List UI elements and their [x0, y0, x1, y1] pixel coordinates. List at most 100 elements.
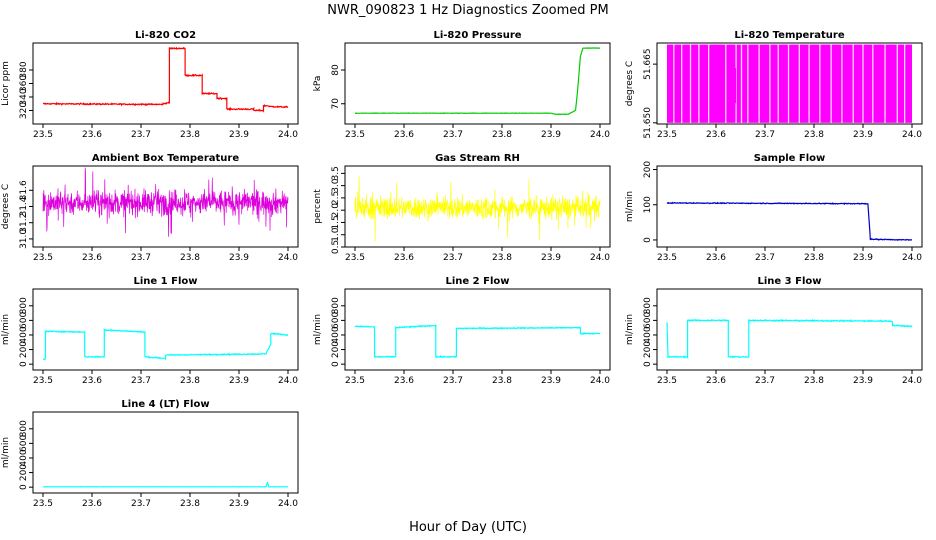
y-tick-label: 1.5 [331, 215, 341, 229]
data-series-line [42, 327, 289, 361]
y-tick-label: 600 [331, 312, 341, 329]
y-tick-label: 400 [331, 326, 341, 343]
y-tick-label: 3.5 [331, 166, 341, 180]
y-tick-label: 31.6 [19, 180, 29, 200]
y-tick-label: 0.5 [331, 240, 341, 254]
y-tick-label: 340 [19, 88, 29, 105]
y-tick-label: 2.0 [331, 203, 341, 218]
plot-frame [32, 288, 299, 371]
x-tick-label: 24.0 [278, 130, 298, 140]
figure-x-axis-label: Hour of Day (UTC) [409, 520, 527, 535]
x-tick-label: 23.6 [82, 499, 102, 509]
x-tick-label: 23.8 [804, 130, 824, 140]
panel-title: Li-820 Pressure [433, 30, 521, 41]
x-tick-label: 23.8 [492, 253, 512, 263]
y-tick-label: 320 [19, 102, 29, 119]
series-group [666, 318, 913, 360]
y-axis-label: ml/min [1, 437, 11, 468]
x-tick-label: 23.5 [657, 376, 677, 386]
y-tick-label: 600 [19, 312, 29, 329]
panel-title: Line 3 Flow [758, 276, 822, 287]
y-tick-label: 31.2 [19, 213, 29, 233]
y-tick-label: 0 [19, 361, 29, 367]
series-group [666, 201, 912, 241]
data-series-line [42, 46, 289, 113]
x-tick-label: 23.9 [541, 253, 561, 263]
x-tick-label: 23.9 [853, 253, 873, 263]
x-tick-label: 23.9 [541, 130, 561, 140]
x-tick-label: 23.5 [345, 376, 365, 386]
panel-1: Li-820 CO2 Licor ppm 23.5 23.6 23.7 23.8 23.9 2… [1, 30, 299, 140]
figure-title: NWR_090823 1 Hz Diagnostics Zoomed PM [327, 3, 609, 18]
x-tick-label: 23.7 [443, 253, 463, 263]
panel-8: Line 2 Flow ml/min 23.5 23.6 23.7 23.8 23.9 24.… [313, 276, 611, 386]
x-tick-label: 23.7 [131, 253, 151, 263]
data-series-noise [354, 176, 601, 242]
x-tick-label: 23.8 [180, 376, 200, 386]
panel-title: Line 1 Flow [134, 276, 198, 287]
x-tick-label: 23.6 [394, 376, 414, 386]
x-tick-label: 24.0 [278, 253, 298, 263]
panel-9: Line 3 Flow ml/min 23.5 23.6 23.7 23.8 23.9 24.… [625, 276, 923, 386]
y-tick-label: 200 [19, 464, 29, 481]
x-tick-label: 23.9 [229, 253, 249, 263]
x-tick-label: 23.5 [33, 499, 53, 509]
y-axis-label: Licor ppm [1, 61, 11, 106]
x-tick-label: 23.6 [706, 130, 726, 140]
x-tick-label: 23.6 [394, 253, 414, 263]
data-series-line [43, 481, 288, 488]
y-tick-label: 80 [331, 64, 341, 76]
y-tick-label: 360 [19, 75, 29, 92]
x-tick-label: 23.8 [804, 253, 824, 263]
x-tick-label: 23.7 [755, 130, 775, 140]
y-tick-label: 70 [331, 98, 341, 110]
x-tick-label: 23.6 [82, 130, 102, 140]
y-tick-label: 3.0 [331, 178, 341, 193]
y-tick-label: 1.0 [331, 227, 341, 242]
y-tick-label: 51.665 [643, 48, 653, 80]
y-axis-label: ml/min [1, 314, 11, 345]
x-tick-label: 23.7 [131, 499, 151, 509]
data-series-line [666, 318, 913, 360]
plot-frame [344, 42, 611, 125]
data-series-line [354, 324, 601, 359]
x-tick-label: 23.7 [443, 376, 463, 386]
x-tick-label: 23.5 [345, 130, 365, 140]
y-tick-label: 100 [643, 196, 653, 213]
x-tick-label: 24.0 [590, 130, 610, 140]
x-tick-label: 23.9 [853, 130, 873, 140]
y-tick-label: 800 [643, 297, 653, 314]
x-tick-label: 23.7 [755, 376, 775, 386]
y-tick-label: 800 [331, 297, 341, 314]
series-group [354, 324, 601, 359]
y-axis-label: ml/min [313, 314, 323, 345]
series-group [42, 327, 289, 361]
x-tick-label: 23.8 [492, 376, 512, 386]
y-tick-label: 0 [643, 361, 653, 367]
x-tick-label: 23.8 [492, 130, 512, 140]
panel-7: Line 1 Flow ml/min 23.5 23.6 23.7 23.8 23.9 24.… [1, 276, 299, 386]
y-axis-label: ml/min [625, 314, 635, 345]
panel-4: Ambient Box Temperature degrees C 23.5 23.6… [1, 153, 299, 263]
panel-title: Li-820 Temperature [734, 30, 844, 41]
y-tick-label: 400 [643, 326, 653, 343]
y-axis-label: percent [313, 189, 323, 224]
data-series-line [666, 201, 912, 241]
y-tick-label: 200 [643, 341, 653, 358]
y-tick-label: 600 [19, 435, 29, 452]
x-tick-label: 23.9 [853, 376, 873, 386]
plot-frame [344, 288, 611, 371]
panel-title: Line 2 Flow [446, 276, 510, 287]
panel-title: Line 4 (LT) Flow [121, 399, 209, 410]
x-tick-label: 23.5 [33, 253, 53, 263]
y-tick-label: 0 [331, 361, 341, 367]
y-axis-label: degrees C [625, 61, 635, 106]
plot-frame [32, 42, 299, 125]
series-group [667, 44, 912, 123]
plot-frame [656, 288, 923, 371]
y-tick-label: 800 [19, 297, 29, 314]
y-tick-label: 200 [331, 341, 341, 358]
series-group [354, 47, 601, 116]
x-tick-label: 23.5 [657, 130, 677, 140]
